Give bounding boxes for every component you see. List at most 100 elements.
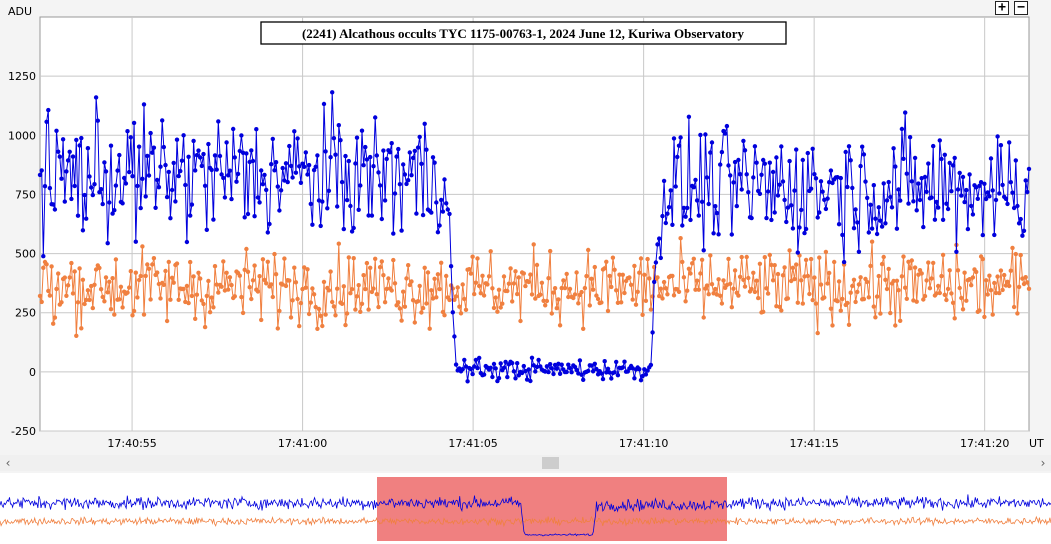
data-point	[331, 304, 337, 309]
data-point	[940, 252, 946, 258]
data-point	[358, 183, 363, 188]
data-point	[265, 259, 270, 264]
data-point	[473, 280, 479, 285]
data-point	[214, 282, 219, 287]
data-point	[851, 277, 857, 282]
data-point	[270, 294, 275, 300]
data-point	[728, 173, 733, 178]
data-point	[442, 313, 447, 318]
data-point	[450, 310, 455, 315]
data-point	[269, 162, 274, 167]
data-point	[140, 244, 145, 249]
data-point	[609, 376, 614, 381]
data-point	[171, 160, 176, 166]
data-point	[308, 201, 313, 207]
data-point	[264, 187, 269, 193]
scroll-left-arrow[interactable]: ‹	[5, 456, 11, 470]
data-point	[698, 271, 703, 276]
data-point	[1011, 205, 1017, 211]
data-point	[756, 295, 761, 301]
data-point	[265, 230, 270, 235]
data-point	[912, 155, 918, 161]
data-point	[252, 263, 257, 268]
data-point	[160, 118, 165, 123]
data-point	[493, 366, 498, 371]
data-point	[594, 293, 599, 298]
navigator[interactable]	[0, 473, 1051, 544]
data-point	[240, 310, 246, 316]
navigator-series-line	[0, 494, 1051, 537]
data-point	[907, 266, 913, 271]
data-point	[245, 269, 251, 274]
data-point	[452, 334, 457, 339]
data-point	[868, 202, 873, 207]
data-point	[686, 266, 692, 271]
navigator-window[interactable]	[377, 477, 727, 541]
data-point	[873, 315, 878, 320]
data-point	[453, 294, 459, 299]
data-point	[212, 264, 218, 269]
data-point	[997, 290, 1002, 296]
data-point	[406, 263, 411, 268]
data-point	[229, 282, 234, 288]
data-point	[90, 192, 96, 198]
data-point	[823, 249, 829, 255]
data-point	[379, 216, 384, 222]
data-point	[955, 187, 961, 192]
scroll-thumb[interactable]	[542, 457, 559, 469]
scroll-right-arrow[interactable]: ›	[1040, 456, 1046, 470]
data-point	[455, 285, 460, 290]
data-point	[237, 273, 242, 278]
horizontal-scrollbar[interactable]: ‹ ›	[0, 455, 1051, 471]
data-point	[945, 206, 951, 212]
data-point	[757, 191, 763, 196]
y-tick-label: 500	[15, 248, 36, 261]
data-point	[929, 276, 934, 281]
zoom-out-button[interactable]: −	[1014, 1, 1028, 15]
data-point	[283, 161, 289, 166]
data-point	[840, 296, 845, 302]
data-point	[914, 299, 919, 304]
data-point	[207, 310, 213, 315]
data-point	[130, 174, 135, 179]
data-point	[701, 315, 706, 320]
data-point	[250, 158, 256, 164]
data-point	[988, 288, 994, 293]
data-point	[80, 277, 86, 282]
data-point	[406, 178, 411, 183]
data-point	[131, 120, 137, 126]
data-point	[1025, 189, 1030, 195]
data-point	[982, 181, 987, 186]
data-point	[435, 230, 441, 235]
data-point	[488, 249, 493, 254]
zoom-in-button[interactable]: +	[995, 1, 1009, 15]
data-point	[475, 365, 480, 371]
data-point	[691, 185, 696, 190]
data-point	[505, 288, 510, 294]
data-point	[193, 316, 198, 321]
data-point	[145, 262, 150, 267]
data-point	[708, 253, 713, 258]
data-point	[285, 179, 290, 185]
data-point	[146, 173, 152, 178]
data-point	[879, 261, 885, 267]
data-point	[201, 151, 206, 157]
data-point	[704, 175, 710, 180]
data-point	[39, 168, 44, 173]
data-point	[762, 161, 767, 166]
data-point	[519, 370, 525, 376]
data-point	[1026, 166, 1032, 172]
data-point	[41, 254, 46, 259]
data-point	[703, 132, 708, 137]
data-point	[911, 298, 916, 303]
data-point	[1002, 272, 1007, 278]
data-point	[1023, 275, 1028, 280]
data-point	[377, 265, 383, 270]
data-point	[830, 180, 835, 186]
data-point	[967, 277, 972, 282]
data-point	[818, 282, 824, 287]
data-point	[789, 278, 794, 284]
data-point	[110, 276, 115, 281]
data-point	[959, 295, 964, 301]
data-point	[978, 180, 984, 185]
